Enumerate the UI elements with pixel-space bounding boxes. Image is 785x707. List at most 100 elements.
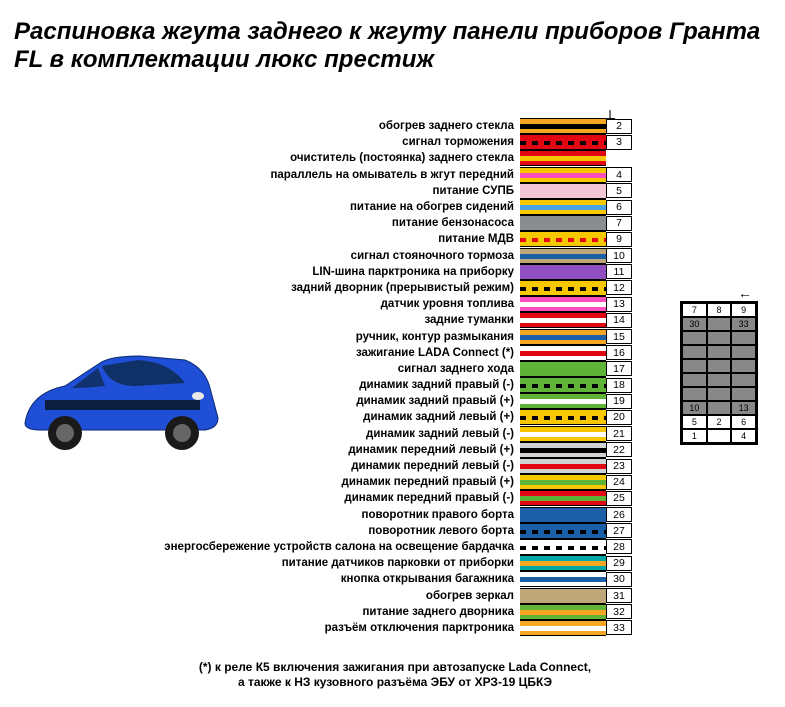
pin-number: 4 [606,167,632,182]
pin-row: поворотник правого борта26 [12,507,632,523]
pin-row: обогрев заднего стекла 2 [12,118,632,134]
wire-color [520,248,606,264]
pin-number: 33 [606,620,632,635]
pin-number: 14 [606,313,632,328]
wire-color [520,539,606,555]
pin-number: 3 [606,135,632,150]
pin-row: питание на обогрев сидений6 [12,199,632,215]
wire-color [520,329,606,345]
connector-cell [731,359,756,373]
wire-color [520,118,606,134]
pin-number: 16 [606,345,632,360]
wire-color [520,620,606,636]
pin-row: датчик уровня топлива13 [12,296,632,312]
wire-color [520,409,606,425]
footnote-line1: (*) к реле К5 включения зажигания при ав… [199,660,591,674]
wire-color [520,458,606,474]
connector-cell: 13 [731,401,756,415]
pin-number: 29 [606,556,632,571]
pin-number: 5 [606,183,632,198]
pin-row: динамик передний левый (-) 23 [12,458,632,474]
pin-row: сигнал торможения 3 [12,134,632,150]
pin-row: питание датчиков парковки от приборки 29 [12,555,632,571]
pin-label: динамик передний левый (-) [12,460,520,472]
pin-label: питание датчиков парковки от приборки [12,557,520,569]
pin-label: сигнал стояночного тормоза [12,250,520,262]
pin-label: питание на обогрев сидений [12,201,520,213]
pin-number: 18 [606,378,632,393]
pin-row: питание СУПБ5 [12,183,632,199]
connector-cell: 33 [731,317,756,331]
footnote-line2: а также к НЗ кузовного разъёма ЭБУ от ХР… [238,675,552,689]
connector-grid: 7893033101352614 [680,301,758,445]
pin-number: 27 [606,523,632,538]
pin-row: динамик передний правый (+)24 [12,474,632,490]
pin-label: питание МДВ [12,233,520,245]
connector-cell [707,345,732,359]
pin-label: обогрев зеркал [12,590,520,602]
pin-number: 32 [606,604,632,619]
connector-cell: 4 [731,429,756,443]
wire-color [520,426,606,442]
connector-cell [707,317,732,331]
pin-number: 10 [606,248,632,263]
pin-number: 28 [606,539,632,554]
pin-label: датчик уровня топлива [12,298,520,310]
pin-row: сигнал стояночного тормоза 10 [12,248,632,264]
pin-label: сигнал торможения [12,136,520,148]
connector-cell: 2 [707,415,732,429]
connector-cell [731,345,756,359]
pin-row: питание заднего дворника 32 [12,604,632,620]
pin-number: 12 [606,280,632,295]
connector-arrow: ← [680,285,758,301]
pin-row: поворотник левого борта27 [12,523,632,539]
wire-color [520,215,606,231]
wire-color [520,507,606,523]
connector-cell [682,359,707,373]
pin-number: 2 [606,119,632,134]
pin-row: задние туманки 14 [12,312,632,328]
wire-color [520,490,606,506]
pin-number: 9 [606,232,632,247]
pin-label: обогрев заднего стекла [12,120,520,132]
pin-label: параллель на омыватель в жгут передний [12,169,520,181]
connector-cell: 5 [682,415,707,429]
wire-color [520,280,606,296]
connector-cell [707,401,732,415]
pin-label: динамик передний правый (-) [12,492,520,504]
connector-cell [682,331,707,345]
wire-color [520,393,606,409]
pin-number: 20 [606,410,632,425]
connector-cell: 8 [707,303,732,317]
wire-color [520,588,606,604]
wire-color [520,555,606,571]
wire-color [520,183,606,199]
pin-number: 23 [606,459,632,474]
wire-color [520,312,606,328]
connector-cell: 30 [682,317,707,331]
wire-color [520,442,606,458]
wire-color [520,345,606,361]
wire-color [520,296,606,312]
wire-color [520,199,606,215]
pin-row: параллель на омыватель в жгут передний 4 [12,167,632,183]
connector-cell [731,331,756,345]
wire-color [520,474,606,490]
connector-cell: 7 [682,303,707,317]
connector-cell [707,387,732,401]
pin-label: разъём отключения парктроника [12,622,520,634]
pin-number: 7 [606,216,632,231]
connector-cell [682,373,707,387]
pin-label: питание заднего дворника [12,606,520,618]
pin-number: 30 [606,572,632,587]
pin-row: динамик передний правый (-)25 [12,490,632,506]
pin-row: разъём отключения парктроника 33 [12,620,632,636]
wire-color [520,377,606,393]
wire-color [520,523,606,539]
page-title: Распиновка жгута заднего к жгуту панели … [0,0,785,77]
wire-color [520,167,606,183]
pin-row: энергосбережение устройств салона на осв… [12,539,632,555]
wire-color [520,264,606,280]
pin-label: задние туманки [12,314,520,326]
connector-cell [707,429,732,443]
